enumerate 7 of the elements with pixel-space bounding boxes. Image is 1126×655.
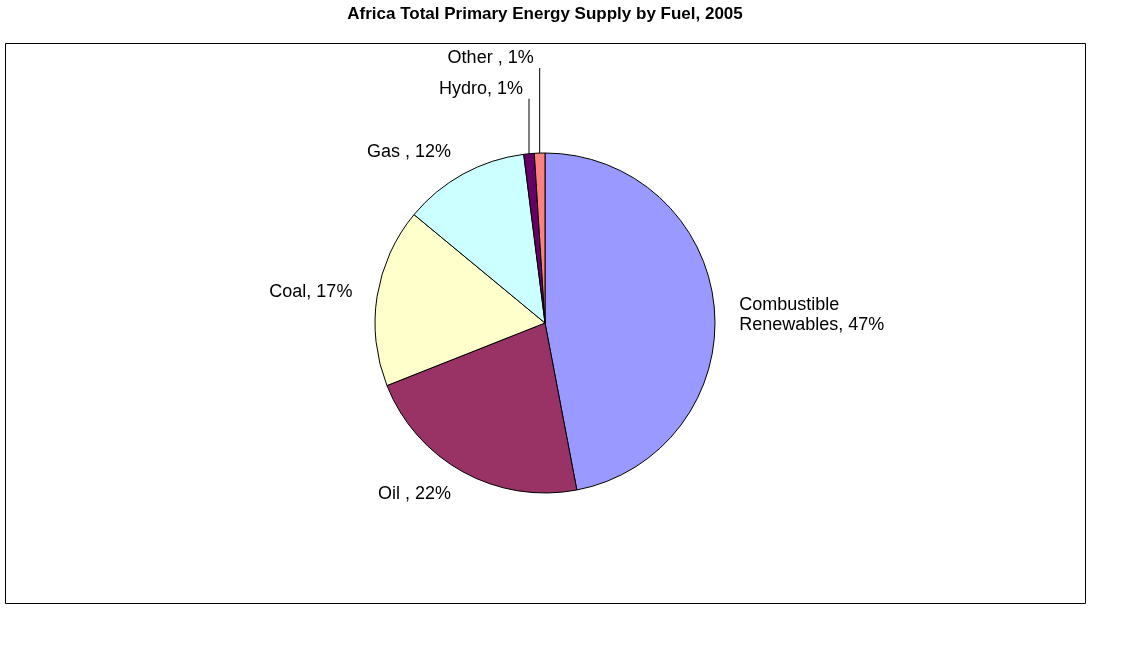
slice-label: Combustible Renewables, 47% [739, 293, 885, 334]
slice-label: Gas , 12% [367, 141, 452, 162]
slice-label: Oil , 22% [378, 482, 452, 503]
slice-label: Other , 1% [447, 47, 534, 68]
slice-label: Coal, 17% [269, 281, 353, 302]
slice-label: Hydro, 1% [438, 77, 523, 98]
chart-title: Africa Total Primary Energy Supply by Fuel, 2005 [347, 4, 743, 23]
